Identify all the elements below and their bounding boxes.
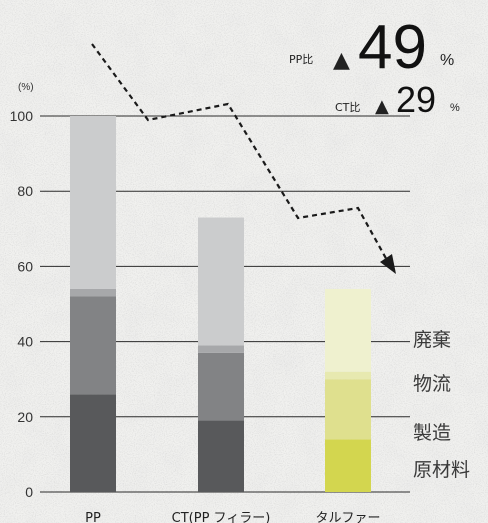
pp-ratio-unit: % — [440, 52, 454, 69]
bar-segment — [70, 296, 116, 395]
category-label: CT(PP フィラー) — [172, 511, 271, 523]
bar-segment — [198, 345, 244, 353]
pp-reduction-annotation: PP比 ▲ 49 % — [289, 13, 454, 82]
y-tick-label: 100 — [10, 108, 34, 124]
bar-segment — [198, 420, 244, 492]
y-unit-label: (%) — [18, 82, 34, 93]
ct-ratio-value: 29 — [396, 79, 436, 120]
trend-arrowhead — [380, 254, 396, 274]
stage-label: 物流 — [413, 373, 451, 395]
stage-label: 製造 — [413, 422, 451, 444]
bar-segment — [70, 288, 116, 297]
ct-ratio-unit: % — [450, 102, 460, 114]
y-tick-label: 0 — [25, 484, 33, 500]
pp-ratio-triangle: ▲ — [333, 48, 350, 73]
category-labels: PP CT(PP フィラー) タルファー — [85, 511, 380, 523]
stage-label: 廃棄 — [413, 329, 451, 351]
bar-segment — [70, 394, 116, 492]
category-label: PP — [85, 511, 101, 523]
y-tick-label: 20 — [17, 409, 33, 425]
pp-ratio-prefix: PP比 — [289, 53, 313, 66]
bar-segment — [325, 379, 371, 440]
pp-ratio-value: 49 — [358, 13, 427, 82]
bar-segment — [198, 217, 244, 346]
reduction-trend-line — [91, 43, 389, 263]
bar-segment — [325, 371, 371, 380]
bar-segment — [198, 352, 244, 421]
bar-segment — [325, 439, 371, 492]
bars — [70, 116, 371, 492]
ct-ratio-prefix: CT比 — [335, 101, 360, 114]
y-tick-label: 80 — [17, 183, 33, 199]
category-label: タルファー — [315, 511, 380, 523]
y-tick-label: 40 — [17, 334, 33, 350]
bar-segment — [325, 288, 371, 372]
y-tick-label: 60 — [17, 258, 33, 274]
stage-label: 原材料 — [413, 459, 470, 481]
ct-reduction-annotation: CT比 ▲ 29 % — [335, 79, 460, 120]
bar-segment — [70, 116, 116, 289]
y-axis-ticks: 0 20 40 60 80 100 — [10, 108, 34, 500]
ct-ratio-triangle: ▲ — [375, 96, 389, 117]
